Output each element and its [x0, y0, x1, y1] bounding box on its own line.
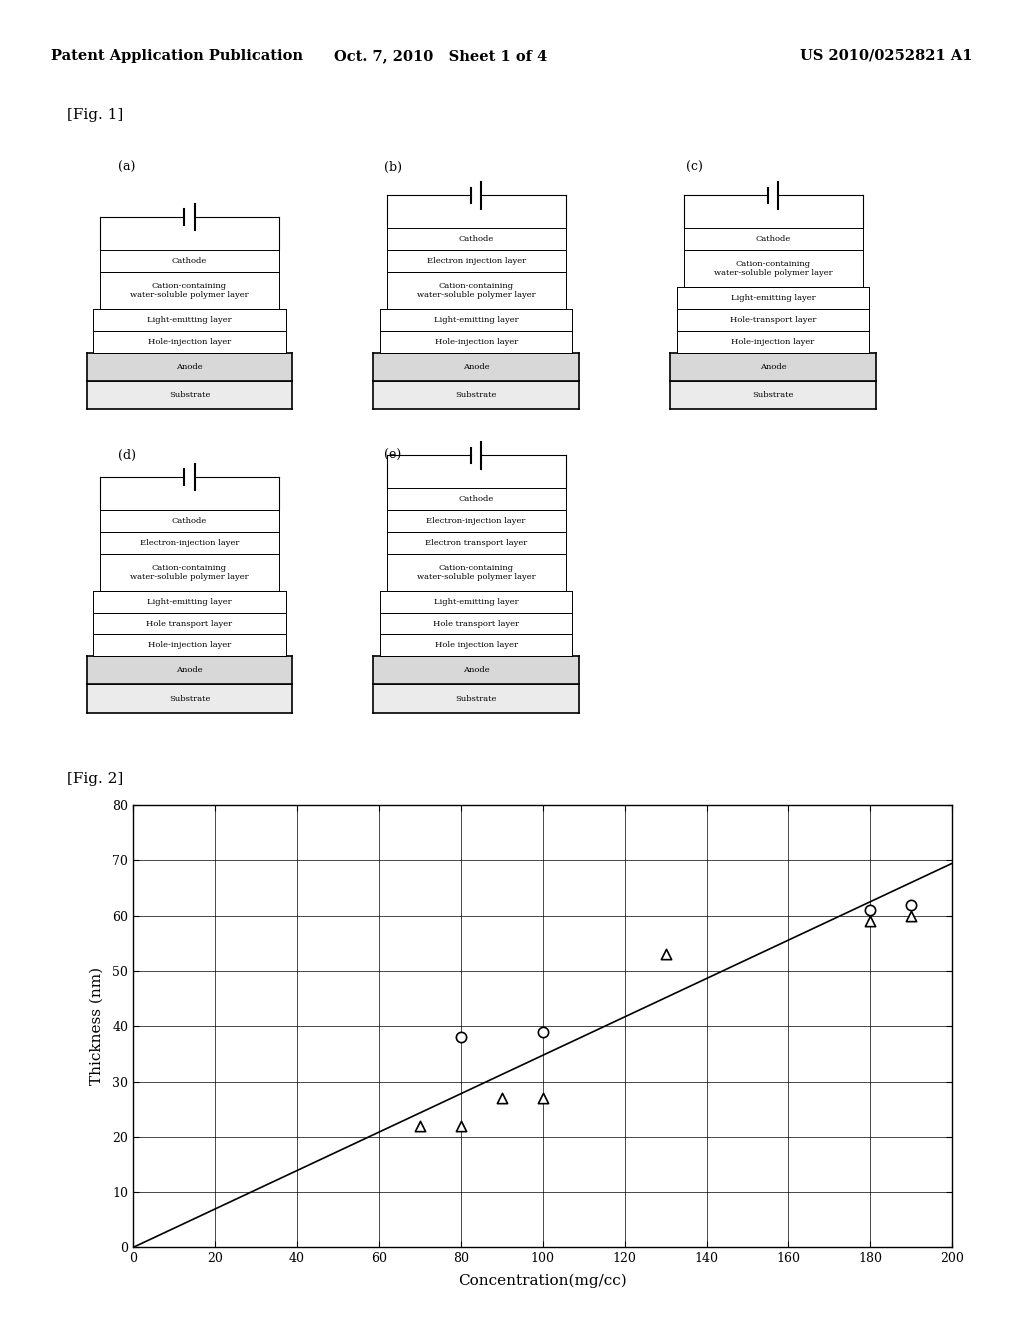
Text: Substrate: Substrate [169, 391, 210, 399]
Text: [Fig. 1]: [Fig. 1] [67, 108, 123, 123]
Text: Cathode: Cathode [172, 257, 207, 265]
Text: Anode: Anode [760, 363, 786, 371]
Text: Hole transport layer: Hole transport layer [433, 619, 519, 627]
Point [903, 894, 920, 915]
Text: Cathode: Cathode [756, 235, 791, 243]
Text: Cation-containing
water-soluble polymer layer: Cation-containing water-soluble polymer … [417, 282, 536, 298]
Point [862, 900, 879, 921]
Text: Electron injection layer: Electron injection layer [427, 257, 525, 265]
Text: Anode: Anode [463, 363, 489, 371]
Point [862, 911, 879, 932]
Text: Cation-containing
water-soluble polymer layer: Cation-containing water-soluble polymer … [417, 564, 536, 581]
X-axis label: Concentration(mg/cc): Concentration(mg/cc) [459, 1274, 627, 1288]
Point [494, 1088, 510, 1109]
Point [453, 1115, 469, 1137]
Text: Substrate: Substrate [456, 391, 497, 399]
Text: Light-emitting layer: Light-emitting layer [147, 315, 231, 323]
Point [412, 1115, 428, 1137]
Text: Cation-containing
water-soluble polymer layer: Cation-containing water-soluble polymer … [130, 282, 249, 298]
Text: Hole injection layer: Hole injection layer [434, 642, 518, 649]
Text: Light-emitting layer: Light-emitting layer [147, 598, 231, 606]
Text: Light-emitting layer: Light-emitting layer [434, 598, 518, 606]
Text: Substrate: Substrate [169, 694, 210, 702]
Text: Cathode: Cathode [459, 495, 494, 503]
Text: Cation-containing
water-soluble polymer layer: Cation-containing water-soluble polymer … [714, 260, 833, 277]
Text: Oct. 7, 2010   Sheet 1 of 4: Oct. 7, 2010 Sheet 1 of 4 [334, 49, 547, 63]
Text: Electron transport layer: Electron transport layer [425, 539, 527, 546]
Text: (a): (a) [118, 161, 135, 174]
Text: Cation-containing
water-soluble polymer layer: Cation-containing water-soluble polymer … [130, 564, 249, 581]
Point [657, 944, 674, 965]
Text: Light-emitting layer: Light-emitting layer [434, 315, 518, 323]
Text: Hole-injection layer: Hole-injection layer [147, 338, 231, 346]
Text: (b): (b) [384, 161, 402, 174]
Text: US 2010/0252821 A1: US 2010/0252821 A1 [801, 49, 973, 63]
Text: Hole-injection layer: Hole-injection layer [434, 338, 518, 346]
Point [535, 1088, 551, 1109]
Text: Substrate: Substrate [456, 694, 497, 702]
Text: Anode: Anode [463, 667, 489, 675]
Point [453, 1027, 469, 1048]
Text: Light-emitting layer: Light-emitting layer [731, 294, 815, 302]
Text: (c): (c) [686, 161, 702, 174]
Text: (e): (e) [384, 449, 401, 462]
Text: Cathode: Cathode [459, 235, 494, 243]
Text: Hole-injection layer: Hole-injection layer [147, 642, 231, 649]
Text: [Fig. 2]: [Fig. 2] [67, 772, 123, 787]
Text: Anode: Anode [176, 363, 203, 371]
Point [903, 906, 920, 927]
Text: Anode: Anode [176, 667, 203, 675]
Point [535, 1022, 551, 1043]
Text: Hole-transport layer: Hole-transport layer [730, 315, 816, 323]
Text: (d): (d) [118, 449, 136, 462]
Text: Electron-injection layer: Electron-injection layer [426, 517, 526, 525]
Text: Hole transport layer: Hole transport layer [146, 619, 232, 627]
Text: Patent Application Publication: Patent Application Publication [51, 49, 303, 63]
Text: Hole-injection layer: Hole-injection layer [731, 338, 815, 346]
Text: Substrate: Substrate [753, 391, 794, 399]
Y-axis label: Thickness (nm): Thickness (nm) [90, 968, 103, 1085]
Text: Cathode: Cathode [172, 517, 207, 525]
Text: Electron-injection layer: Electron-injection layer [139, 539, 240, 546]
